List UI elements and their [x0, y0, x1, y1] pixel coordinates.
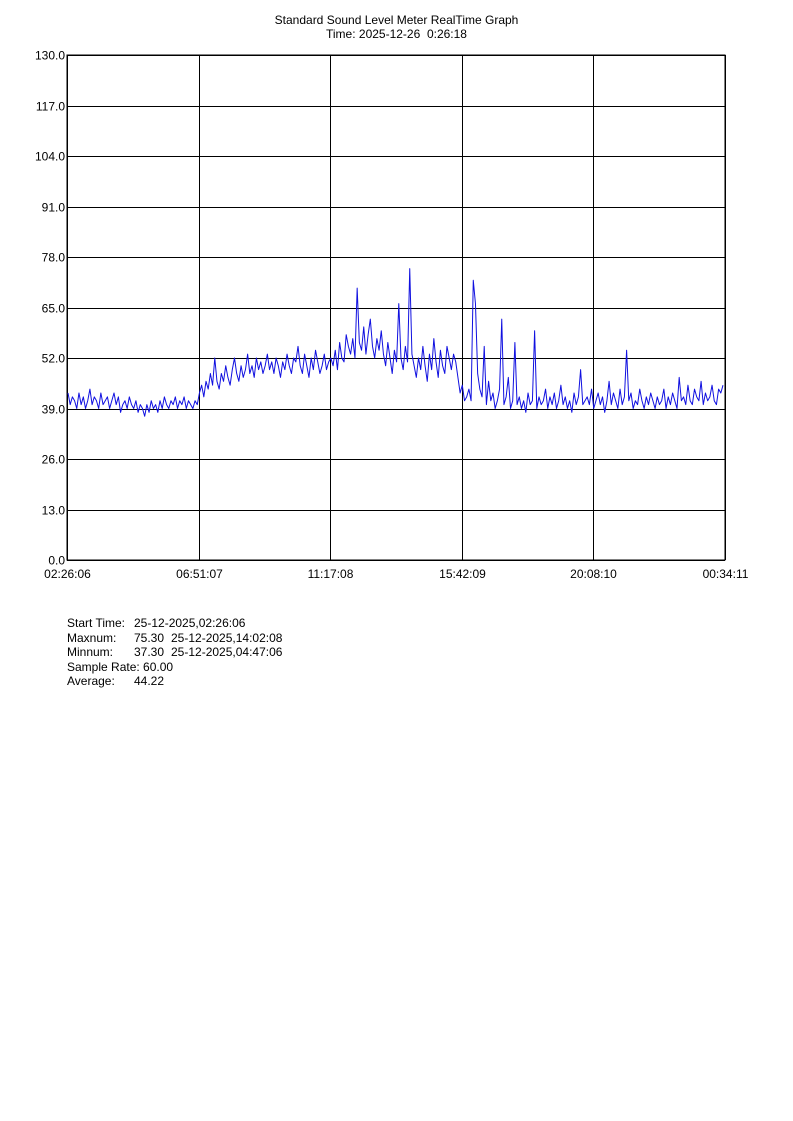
x-tick-label: 00:34:11 — [703, 567, 749, 581]
min-label: Minnum: — [67, 645, 114, 659]
x-tick-label: 06:51:07 — [176, 567, 223, 581]
chart-time: Time: 2025-12-26 0:26:18 — [326, 27, 467, 41]
y-tick-label: 39.0 — [42, 403, 66, 417]
chart-title: Standard Sound Level Meter RealTime Grap… — [274, 13, 519, 27]
x-tick-label: 15:42:09 — [439, 567, 486, 581]
sample-rate-row: Sample Rate: 60.00 — [67, 660, 282, 675]
y-tick-label: 117.0 — [36, 100, 65, 114]
y-tick-label: 26.0 — [42, 453, 66, 467]
sample-rate-label: Sample Rate: — [67, 659, 140, 674]
chart-header: Standard Sound Level Meter RealTime Grap… — [0, 13, 793, 41]
min-value: 37.30 — [134, 645, 165, 659]
sound-level-chart: 0.0 13.0 26.0 39.0 52.0 65.0 78.0 91.0 104.0 117.… — [35, 49, 749, 582]
y-tick-label: 52.0 — [42, 352, 66, 366]
y-tick-label: 0.0 — [48, 554, 65, 568]
y-tick-label: 91.0 — [42, 201, 66, 215]
sample-rate-value: 60.00 — [143, 659, 174, 674]
start-time-row: Start Time: 25-12-2025,02:26:06 — [67, 616, 282, 631]
sound-level-series-line — [67, 268, 724, 417]
plot-area — [66, 54, 726, 561]
max-label: Maxnum: — [67, 630, 117, 645]
average-row: Average: 44.22 — [67, 674, 282, 689]
average-label: Average: — [67, 674, 115, 688]
average-value: 44.22 — [134, 674, 165, 688]
y-tick-label: 104.0 — [35, 150, 65, 164]
start-time-value: 25-12-2025,02:26:06 — [134, 616, 246, 630]
y-tick-label: 13.0 — [42, 504, 66, 518]
max-time: 25-12-2025,14:02:08 — [171, 630, 283, 645]
start-time-label: Start Time: — [67, 616, 126, 630]
min-row: Minnum: 37.30 25-12-2025,04:47:06 — [67, 645, 282, 660]
min-time: 25-12-2025,04:47:06 — [171, 645, 283, 659]
x-tick-label: 11:17:08 — [308, 567, 354, 581]
y-tick-label: 65.0 — [42, 302, 66, 316]
x-tick-label: 20:08:10 — [570, 567, 617, 581]
max-row: Maxnum: 75.30 25-12-2025,14:02:08 — [67, 631, 282, 646]
x-tick-label: 02:26:06 — [44, 567, 91, 581]
max-value: 75.30 — [134, 630, 165, 645]
y-tick-label: 78.0 — [42, 251, 66, 265]
statistics-panel: Start Time: 25-12-2025,02:26:06 Maxnum: 75… — [67, 616, 282, 689]
y-tick-label: 130.0 — [35, 49, 65, 63]
